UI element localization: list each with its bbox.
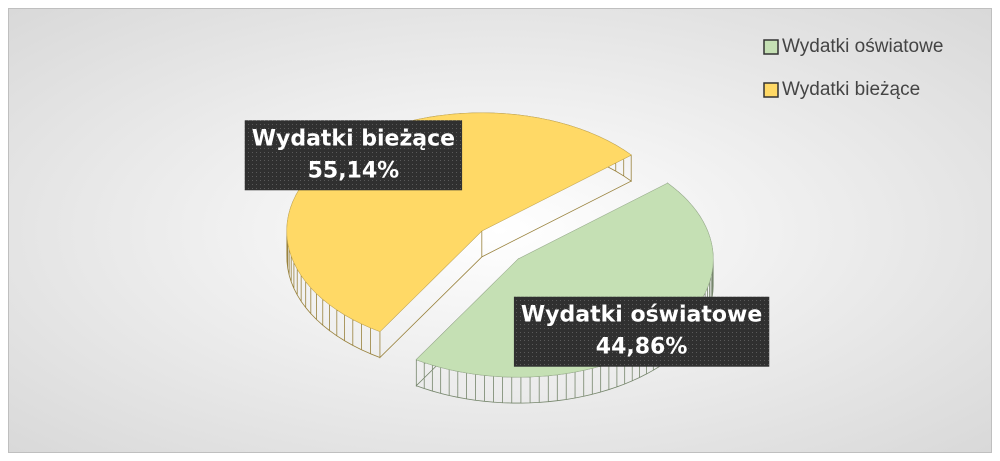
chart-area [8, 8, 992, 453]
data-label-value: 44,86% [596, 335, 688, 360]
data-label-box [244, 120, 463, 191]
legend-swatch [763, 39, 779, 55]
data-label: Wydatki oświatowe 44,86% [513, 296, 770, 367]
data-label-category: Wydatki oświatowe [521, 303, 762, 328]
data-label-category: Wydatki bieżące [252, 126, 455, 151]
data-label: Wydatki bieżące 55,14% [244, 120, 463, 191]
legend-swatch [763, 82, 779, 98]
data-label-box [513, 296, 770, 367]
legend-label: Wydatki oświatowe [782, 36, 943, 57]
data-label-value: 55,14% [308, 158, 400, 183]
legend-label: Wydatki bieżące [782, 79, 920, 100]
